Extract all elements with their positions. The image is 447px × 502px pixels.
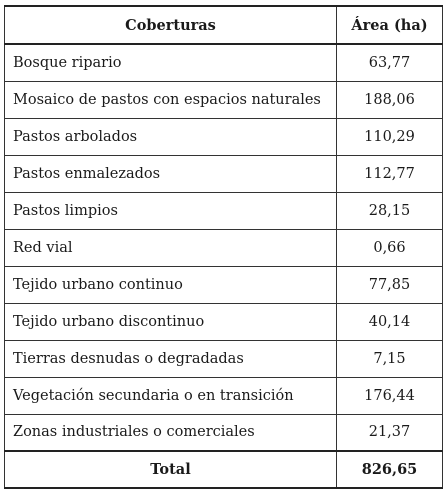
table-row: Tierras desnudas o degradadas 7,15	[4, 339, 443, 378]
total-area: 826,65	[336, 450, 443, 489]
row-area: 112,77	[336, 154, 443, 193]
table-row: Bosque ripario 63,77	[4, 43, 443, 82]
total-row: Total 826,65	[4, 450, 443, 489]
row-area: 0,66	[336, 228, 443, 267]
table-row: Zonas industriales o comerciales 21,37	[4, 413, 443, 452]
row-area: 176,44	[336, 376, 443, 415]
table-row: Pastos arbolados 110,29	[4, 117, 443, 156]
table-row: Mosaico de pastos con espacios naturales…	[4, 80, 443, 119]
row-name: Pastos arbolados	[4, 117, 337, 156]
row-name: Pastos enmalezados	[4, 154, 337, 193]
row-area: 28,15	[336, 191, 443, 230]
total-label: Total	[4, 450, 337, 489]
row-name: Zonas industriales o comerciales	[4, 413, 337, 452]
row-name: Mosaico de pastos con espacios naturales	[4, 80, 337, 119]
row-area: 7,15	[336, 339, 443, 378]
row-area: 188,06	[336, 80, 443, 119]
row-name: Pastos limpios	[4, 191, 337, 230]
row-name: Tejido urbano discontinuo	[4, 302, 337, 341]
row-name: Bosque ripario	[4, 43, 337, 82]
row-area: 40,14	[336, 302, 443, 341]
row-name: Tierras desnudas o degradadas	[4, 339, 337, 378]
row-name: Red vial	[4, 228, 337, 267]
table-row: Pastos limpios 28,15	[4, 191, 443, 230]
coverage-area-table: Coberturas Área (ha) Bosque ripario 63,7…	[4, 5, 443, 489]
header-row: Coberturas Área (ha)	[4, 5, 443, 45]
table-row: Tejido urbano discontinuo 40,14	[4, 302, 443, 341]
row-area: 77,85	[336, 265, 443, 304]
table-row: Red vial 0,66	[4, 228, 443, 267]
table-row: Tejido urbano continuo 77,85	[4, 265, 443, 304]
header-area: Área (ha)	[336, 5, 443, 45]
row-name: Vegetación secundaria o en transición	[4, 376, 337, 415]
coverage-table-container: Coberturas Área (ha) Bosque ripario 63,7…	[4, 5, 443, 489]
row-area: 21,37	[336, 413, 443, 452]
table-row: Vegetación secundaria o en transición 17…	[4, 376, 443, 415]
row-area: 63,77	[336, 43, 443, 82]
header-coberturas: Coberturas	[4, 5, 337, 45]
row-area: 110,29	[336, 117, 443, 156]
table-row: Pastos enmalezados 112,77	[4, 154, 443, 193]
row-name: Tejido urbano continuo	[4, 265, 337, 304]
